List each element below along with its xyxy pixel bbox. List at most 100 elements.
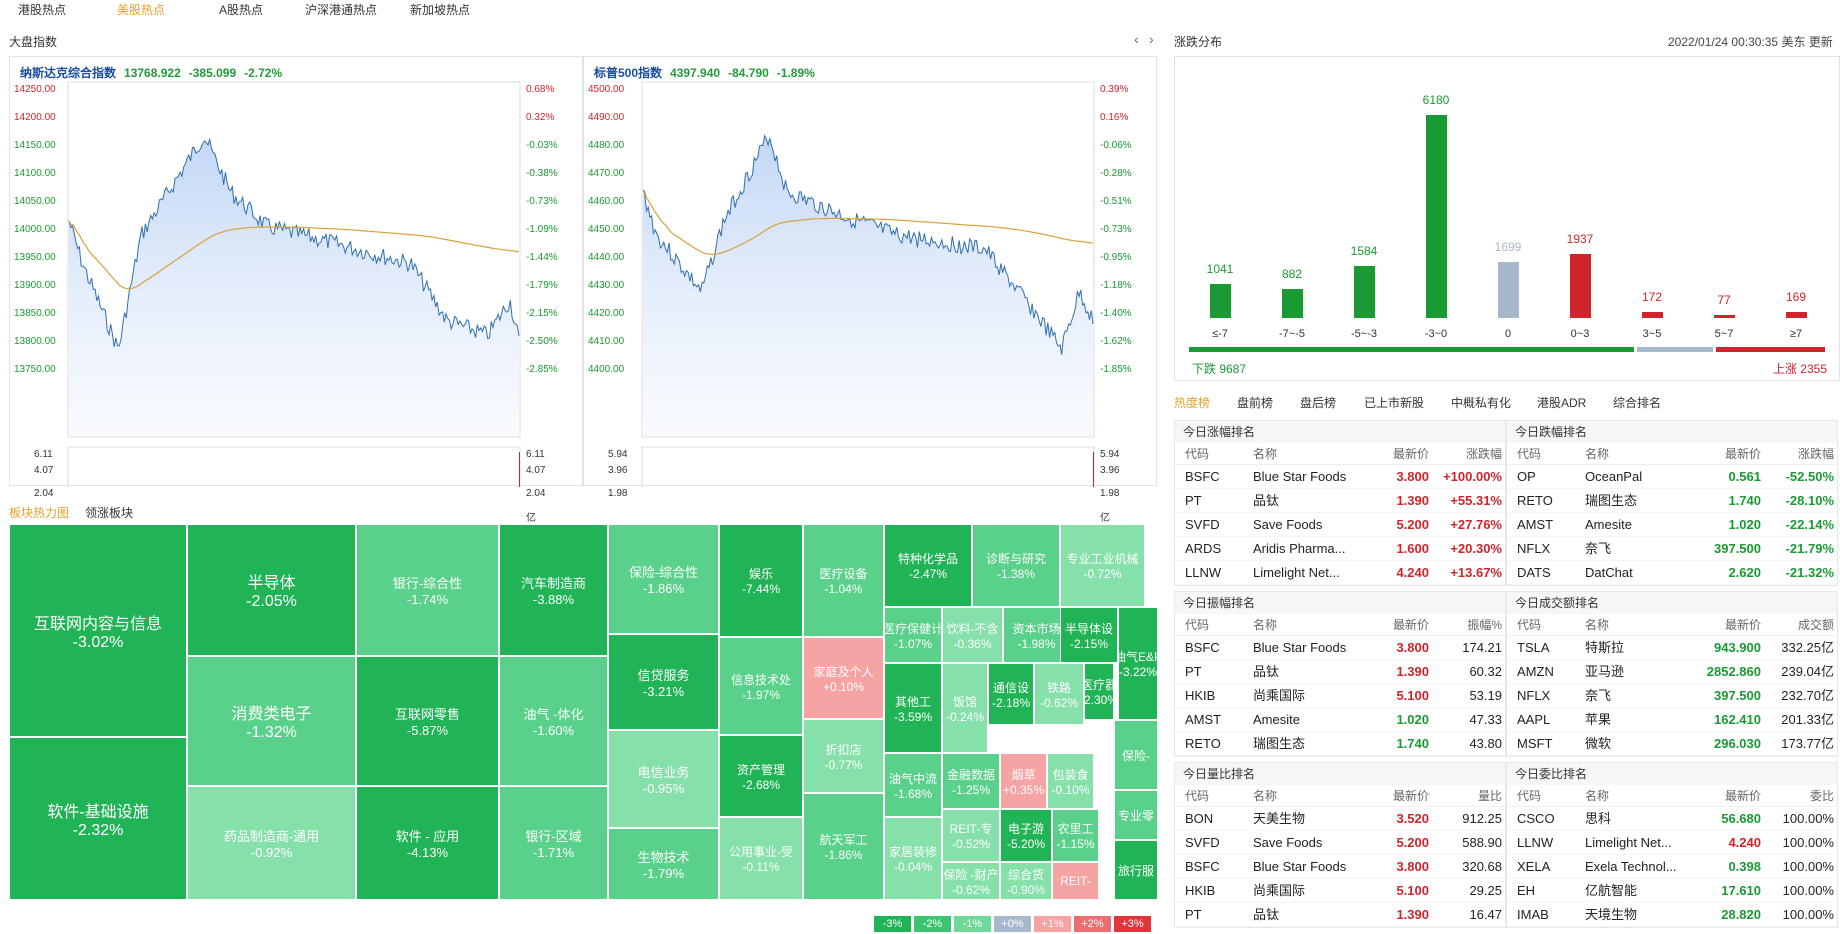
- heatmap-cell[interactable]: 农里工 -1.15%: [1052, 809, 1099, 862]
- heatmap-cell[interactable]: 综合货 -0.90%: [1000, 862, 1052, 900]
- rank-row[interactable]: IMAB 天境生物 28.820 100.00%: [1507, 903, 1837, 927]
- tab-premarket[interactable]: 盘前榜: [1237, 396, 1274, 410]
- stock-code[interactable]: BSFC: [1185, 640, 1220, 655]
- stock-code[interactable]: MSFT: [1517, 736, 1553, 751]
- stock-code[interactable]: LLNW: [1517, 835, 1554, 850]
- stock-code[interactable]: OP: [1517, 469, 1536, 484]
- stock-code[interactable]: PT: [1185, 907, 1202, 922]
- rank-row[interactable]: PT 品钛 1.390 16.47: [1175, 903, 1505, 927]
- stock-code[interactable]: PT: [1185, 664, 1202, 679]
- stock-name[interactable]: Blue Star Foods: [1253, 640, 1347, 655]
- rank-row[interactable]: PT 品钛 1.390 +55.31%: [1175, 489, 1505, 513]
- stock-code[interactable]: DATS: [1517, 565, 1551, 580]
- stock-code[interactable]: AAPL: [1517, 712, 1551, 727]
- heatmap-cell[interactable]: 烟草 +0.35%: [1000, 753, 1047, 809]
- stock-code[interactable]: BSFC: [1185, 859, 1220, 874]
- rank-row[interactable]: AMST Amesite 1.020 -22.14%: [1507, 513, 1837, 537]
- stock-name[interactable]: 特斯拉: [1585, 640, 1625, 655]
- heatmap-cell[interactable]: 半导体设 -2.15%: [1060, 607, 1118, 663]
- stock-name[interactable]: DatChat: [1585, 565, 1633, 580]
- tab-hot-rank[interactable]: 热度榜: [1174, 396, 1211, 410]
- heatmap-cell[interactable]: 互联网零售 -5.87%: [356, 656, 499, 786]
- heatmap-cell[interactable]: 专业零: [1114, 790, 1158, 840]
- heatmap-cell[interactable]: 资产管理 -2.68%: [719, 735, 803, 817]
- rank-row[interactable]: AMZN 亚马逊 2852.860 239.04亿: [1507, 660, 1837, 684]
- stock-name[interactable]: 亚马逊: [1585, 664, 1625, 679]
- stock-code[interactable]: AMST: [1185, 712, 1222, 727]
- stock-name[interactable]: Blue Star Foods: [1253, 469, 1347, 484]
- heatmap-cell[interactable]: 银行-区域 -1.71%: [499, 786, 608, 900]
- stock-name[interactable]: 品钛: [1253, 907, 1280, 922]
- rank-row[interactable]: RETO 瑞图生态 1.740 -28.10%: [1507, 489, 1837, 513]
- heatmap-cell[interactable]: 软件 - 应用 -4.13%: [356, 786, 499, 900]
- stock-code[interactable]: AMST: [1517, 517, 1554, 532]
- rank-row[interactable]: BSFC Blue Star Foods 3.800 +100.00%: [1175, 465, 1505, 489]
- heatmap-cell[interactable]: 油气E&P-3.22%: [1118, 607, 1158, 720]
- stock-code[interactable]: AMZN: [1517, 664, 1554, 679]
- nasdaq-chart[interactable]: 纳斯达克综合指数 13768.922 -385.099 -2.72% 14250.00…: [9, 56, 583, 545]
- rank-row[interactable]: LLNW Limelight Net... 4.240 +13.67%: [1175, 561, 1505, 585]
- heatmap-cell[interactable]: 软件-基础设施 -2.32%: [9, 737, 187, 900]
- stock-name[interactable]: Save Foods: [1253, 835, 1323, 850]
- stock-code[interactable]: RETO: [1185, 736, 1221, 751]
- stock-name[interactable]: Aridis Pharma...: [1253, 541, 1346, 556]
- stock-code[interactable]: HKIB: [1185, 688, 1216, 703]
- heatmap-cell[interactable]: REIT-专 -0.52%: [942, 809, 1000, 862]
- rank-row[interactable]: LLNW Limelight Net... 4.240 100.00%: [1507, 831, 1837, 855]
- heatmap-cell[interactable]: 医疗设备 -1.04%: [803, 524, 884, 637]
- rank-row[interactable]: ARDS Aridis Pharma... 1.600 +20.30%: [1175, 537, 1505, 561]
- stock-code[interactable]: NFLX: [1517, 688, 1551, 703]
- stock-code[interactable]: SVFD: [1185, 835, 1220, 850]
- heatmap-cell[interactable]: 半导体 -2.05%: [187, 524, 356, 656]
- heatmap-cell[interactable]: 诊断与研究 -1.38%: [972, 524, 1060, 607]
- sp500-chart[interactable]: 标普500指数 4397.940 -84.790 -1.89% 4500.00 0.39…: [583, 56, 1157, 545]
- rank-row[interactable]: BON 天美生物 3.520 912.25: [1175, 807, 1505, 831]
- heatmap-cell[interactable]: 家庭及个人 +0.10%: [803, 637, 884, 719]
- stock-name[interactable]: 瑞图生态: [1585, 493, 1638, 508]
- stock-name[interactable]: Amesite: [1253, 712, 1300, 727]
- heatmap-cell[interactable]: 饮料-不含 -0.36%: [942, 607, 1003, 663]
- heatmap-cell[interactable]: 信息技术处 -1.97%: [719, 637, 803, 735]
- tab-connect-hot[interactable]: 沪深港通热点: [305, 3, 378, 17]
- rank-row[interactable]: CSCO 思科 56.680 100.00%: [1507, 807, 1837, 831]
- stock-name[interactable]: 品钛: [1253, 664, 1280, 679]
- rank-row[interactable]: OP OceanPal 0.561 -52.50%: [1507, 465, 1837, 489]
- heatmap-cell[interactable]: 金融数据 -1.25%: [942, 753, 1000, 809]
- heatmap-cell[interactable]: 电子游 -5.20%: [1000, 809, 1052, 862]
- stock-name[interactable]: 思科: [1585, 811, 1612, 826]
- rank-row[interactable]: AMST Amesite 1.020 47.33: [1175, 708, 1505, 732]
- rank-row[interactable]: TSLA 特斯拉 943.900 332.25亿: [1507, 636, 1837, 660]
- rank-row[interactable]: AAPL 苹果 162.410 201.33亿: [1507, 708, 1837, 732]
- stock-name[interactable]: OceanPal: [1585, 469, 1643, 484]
- heatmap-cell[interactable]: 医疗器-2.30%: [1084, 663, 1114, 720]
- heatmap-cell[interactable]: 汽车制造商 -3.88%: [499, 524, 608, 656]
- rank-row[interactable]: DATS DatChat 2.620 -21.32%: [1507, 561, 1837, 585]
- heatmap-cell[interactable]: 饭馆 -0.24%: [942, 663, 988, 753]
- rank-row[interactable]: SVFD Save Foods 5.200 +27.76%: [1175, 513, 1505, 537]
- heatmap-cell[interactable]: 铁路 -0.62%: [1034, 663, 1084, 725]
- rank-row[interactable]: MSFT 微软 296.030 173.77亿: [1507, 732, 1837, 756]
- heatmap-cell[interactable]: 旅行服: [1114, 840, 1158, 900]
- tab-overall[interactable]: 综合排名: [1613, 396, 1662, 410]
- heatmap-cell[interactable]: 其他工 -3.59%: [884, 663, 942, 753]
- stock-name[interactable]: 苹果: [1585, 712, 1612, 727]
- heatmap-cell[interactable]: 公用事业-受 -0.11%: [719, 817, 803, 900]
- stock-code[interactable]: XELA: [1517, 859, 1551, 874]
- chevron-right-icon[interactable]: ›: [1149, 31, 1154, 47]
- stock-name[interactable]: Limelight Net...: [1253, 565, 1340, 580]
- stock-name[interactable]: 亿航智能: [1585, 883, 1638, 898]
- rank-row[interactable]: NFLX 奈飞 397.500 -21.79%: [1507, 537, 1837, 561]
- heatmap-cell[interactable]: 油气中流 -1.68%: [884, 753, 942, 817]
- tab-hk-adr[interactable]: 港股ADR: [1537, 396, 1587, 410]
- heatmap-cell[interactable]: 药品制造商-通用 -0.92%: [187, 786, 356, 900]
- tab-afterhours[interactable]: 盘后榜: [1300, 396, 1337, 410]
- stock-name[interactable]: 奈飞: [1585, 688, 1612, 703]
- tab-sector-heatmap[interactable]: 板块热力图: [9, 506, 70, 520]
- tab-sg-hot[interactable]: 新加坡热点: [410, 3, 471, 17]
- stock-name[interactable]: 奈飞: [1585, 541, 1612, 556]
- stock-name[interactable]: 瑞图生态: [1253, 736, 1306, 751]
- stock-name[interactable]: Blue Star Foods: [1253, 859, 1347, 874]
- rank-row[interactable]: BSFC Blue Star Foods 3.800 174.21: [1175, 636, 1505, 660]
- chevron-left-icon[interactable]: ‹: [1134, 31, 1139, 47]
- heatmap-cell[interactable]: 电信业务 -0.95%: [608, 730, 719, 828]
